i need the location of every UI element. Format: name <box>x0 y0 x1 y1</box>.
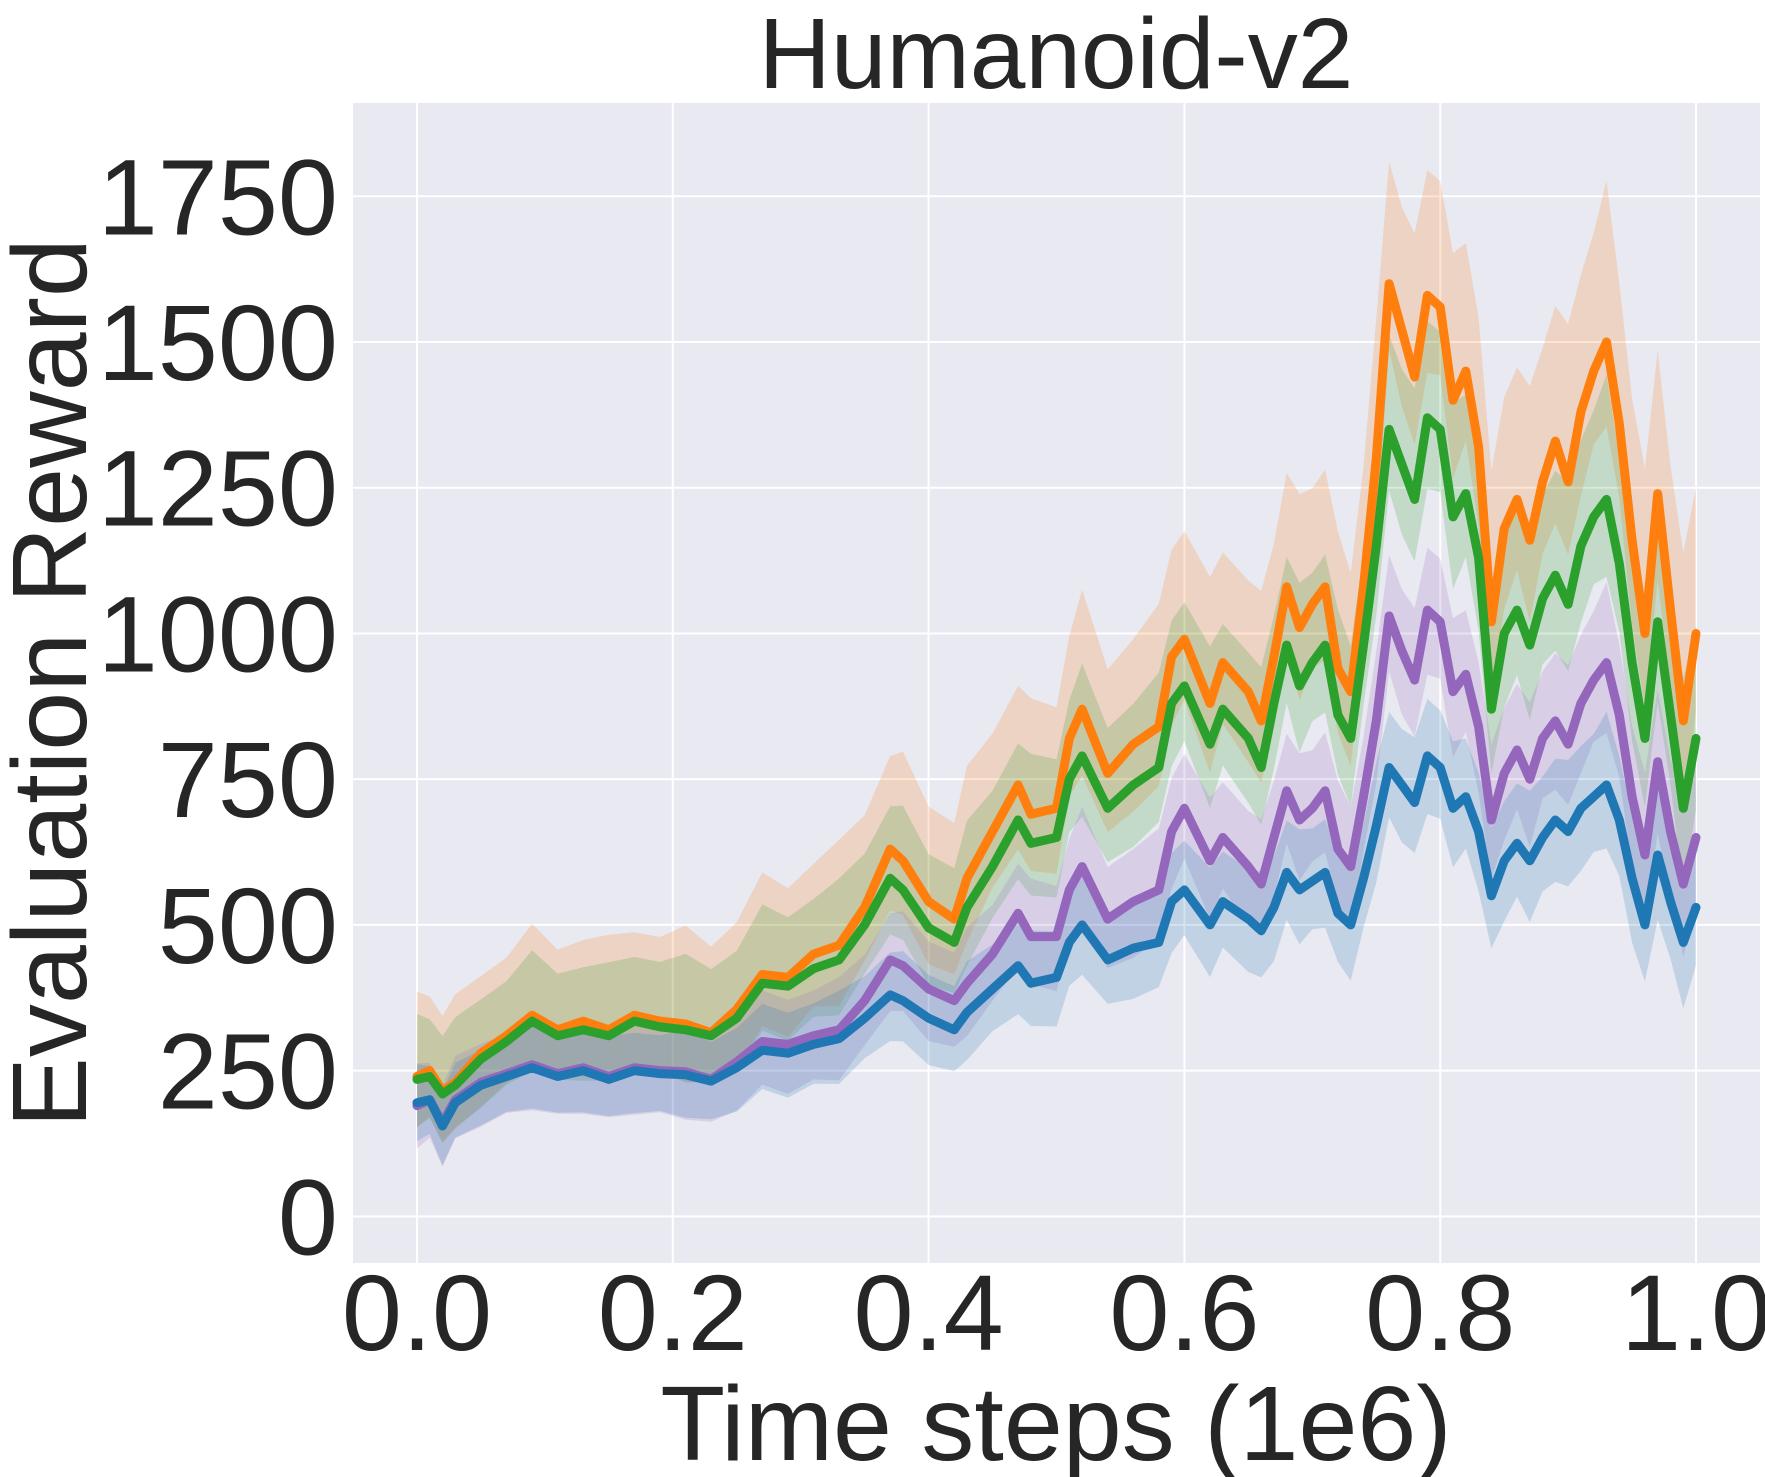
x-tick-label: 0.0 <box>342 1252 492 1373</box>
series-line <box>412 279 1701 1096</box>
y-tick-label: 1750 <box>98 136 338 257</box>
x-ticks: 0.0 0.2 0.4 0.6 0.8 1.0 <box>342 1252 1765 1373</box>
series-lines <box>412 279 1701 1131</box>
chart-title: Humanoid-v2 <box>759 0 1354 110</box>
y-tick-label: 750 <box>158 719 338 840</box>
y-axis-label: Evaluation Reward <box>0 238 109 1128</box>
x-axis-label: Time steps (1e6) <box>660 1365 1451 1477</box>
x-tick-label: 1.0 <box>1621 1252 1765 1373</box>
series-line <box>412 413 1701 1099</box>
x-tick-label: 0.4 <box>854 1252 1004 1373</box>
x-tick-label: 0.6 <box>1109 1252 1259 1373</box>
y-tick-label: 1000 <box>98 573 338 694</box>
y-tick-label: 1250 <box>98 428 338 549</box>
y-tick-label: 1500 <box>98 282 338 403</box>
y-ticks: 0 250 500 750 1000 1250 1500 1750 <box>98 136 338 1277</box>
series-line <box>412 751 1701 1131</box>
y-tick-label: 250 <box>158 1011 338 1132</box>
x-tick-label: 0.8 <box>1365 1252 1515 1373</box>
x-tick-label: 0.2 <box>598 1252 748 1373</box>
y-tick-label: 0 <box>278 1156 338 1277</box>
y-tick-label: 500 <box>158 865 338 986</box>
